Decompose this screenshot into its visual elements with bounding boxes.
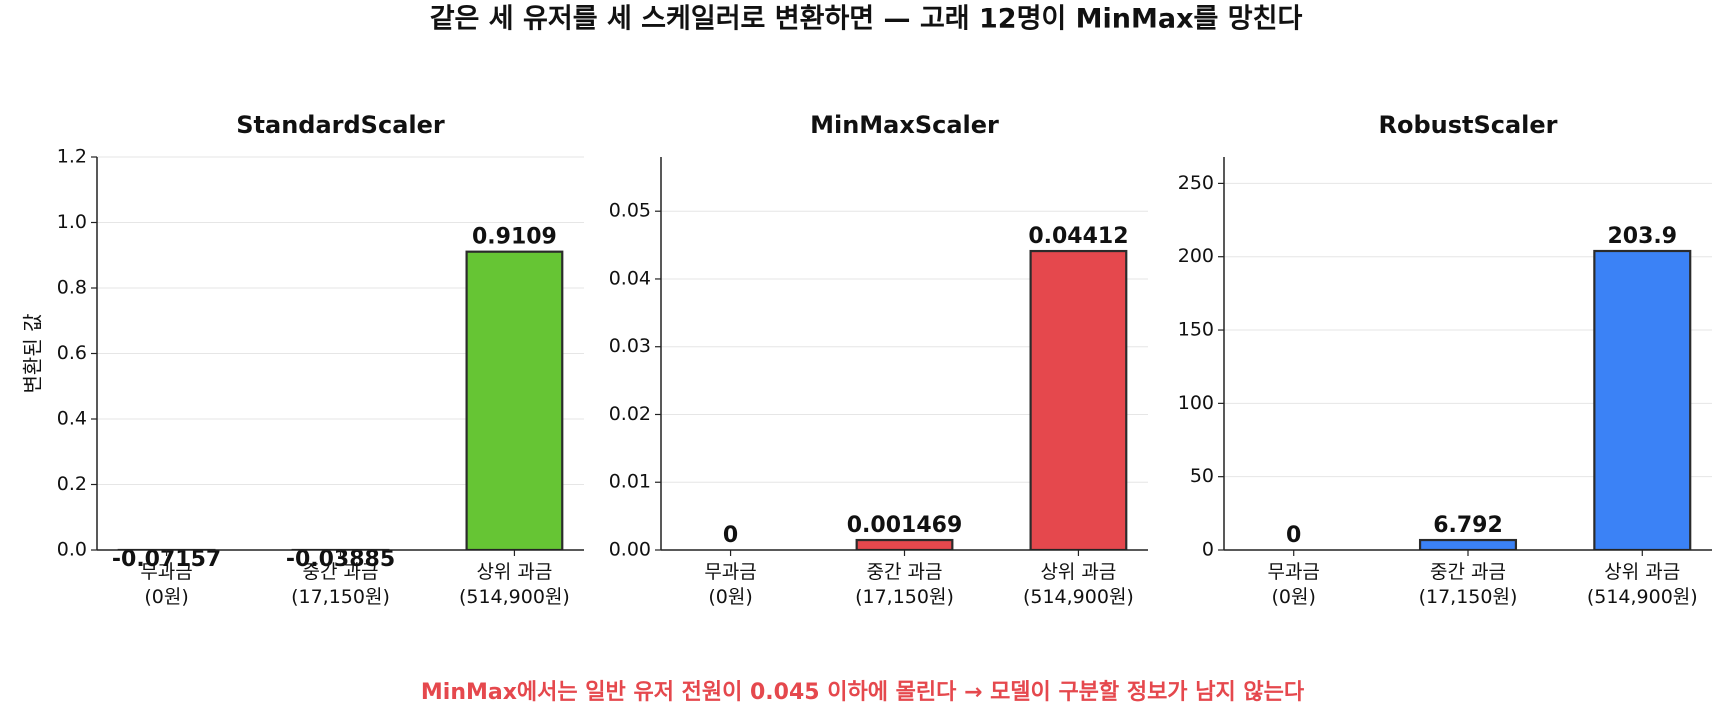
y-tick-label: 0.2: [57, 473, 87, 495]
value-label: 0.04412: [1028, 224, 1128, 249]
bar: [1593, 249, 1692, 550]
value-label: 6.792: [1433, 513, 1503, 538]
subplot-title: RobustScaler: [1378, 111, 1557, 139]
y-tick-label: 0.05: [609, 200, 651, 222]
x-tick-label: 무과금 (0원): [704, 561, 757, 608]
y-axis-label: 변환된 값: [21, 314, 45, 394]
y-tick-label: 0.0: [57, 539, 87, 561]
subplot-title: StandardScaler: [236, 111, 445, 139]
x-tick-label: 중간 과금 (17,150원): [291, 561, 390, 608]
x-tick-label: 무과금 (0원): [1267, 561, 1320, 608]
y-tick-label: 200: [1178, 245, 1214, 267]
y-tick-label: 150: [1178, 319, 1214, 341]
y-tick-label: 0.00: [609, 539, 651, 561]
y-tick-label: 0.4: [57, 408, 87, 430]
value-label: 203.9: [1607, 224, 1677, 249]
annotation: MinMax에서는 일반 유저 전원이 0.045 이하에 몰린다 → 모델이 …: [420, 680, 1305, 705]
x-tick-label: 상위 과금 (514,900원): [458, 561, 570, 608]
bar: [1029, 249, 1128, 550]
y-tick-label: 50: [1190, 465, 1214, 487]
y-tick-label: 0.6: [57, 342, 87, 364]
x-tick-label: 무과금 (0원): [140, 561, 193, 608]
x-tick-label: 상위 과금 (514,900원): [1586, 561, 1698, 608]
chart-title: 같은 세 유저를 세 스케일러로 변환하면 — 고래 12명이 MinMax를 …: [430, 4, 1303, 35]
bar: [855, 538, 954, 550]
y-tick-label: 0.01: [609, 471, 651, 493]
y-tick-label: 0.8: [57, 277, 87, 299]
subplot-title: MinMaxScaler: [810, 111, 999, 139]
y-tick-label: 100: [1178, 392, 1214, 414]
value-label: 0.001469: [847, 513, 963, 538]
y-tick-label: 1.0: [57, 211, 87, 233]
y-tick-label: 0.04: [609, 267, 651, 289]
value-label: 0: [1286, 523, 1301, 548]
bar: [465, 250, 564, 550]
x-tick-label: 상위 과금 (514,900원): [1022, 561, 1134, 608]
y-tick-label: 250: [1178, 172, 1214, 194]
value-label: 0: [723, 523, 738, 548]
value-label: 0.9109: [472, 225, 557, 250]
y-tick-label: 0.02: [609, 403, 651, 425]
x-tick-label: 중간 과금 (17,150원): [1418, 561, 1518, 608]
y-tick-label: 0: [1202, 539, 1214, 561]
x-tick-label: 중간 과금 (17,150원): [855, 561, 954, 608]
y-tick-label: 0.03: [609, 335, 651, 357]
y-tick-label: 1.2: [57, 146, 87, 168]
bar: [1418, 538, 1518, 550]
